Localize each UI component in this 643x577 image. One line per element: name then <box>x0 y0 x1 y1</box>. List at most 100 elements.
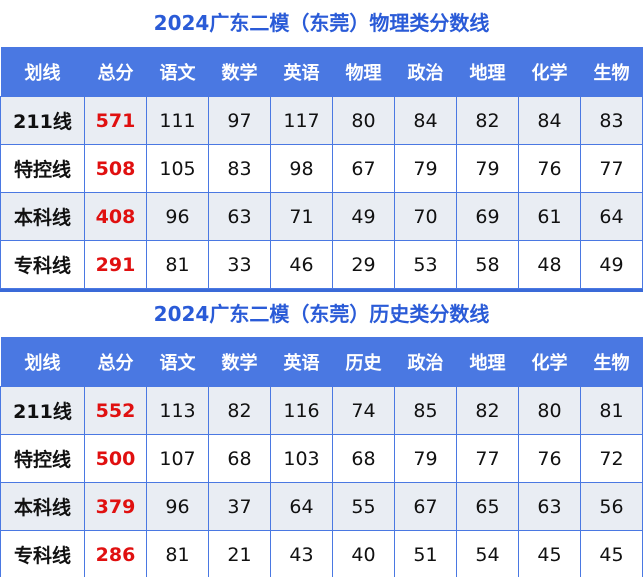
subject-score: 56 <box>580 482 643 531</box>
subject-score: 76 <box>518 434 581 483</box>
total-score: 571 <box>84 96 147 145</box>
subject-score: 49 <box>580 240 643 289</box>
subject-score: 40 <box>332 530 395 577</box>
subject-score: 98 <box>270 144 333 193</box>
total-score: 408 <box>84 192 147 241</box>
subject-score: 45 <box>580 530 643 577</box>
table-row: 专科线 291 81 33 46 29 53 58 48 49 <box>0 240 643 289</box>
column-header: 总分 <box>84 337 147 387</box>
column-header: 数学 <box>208 337 271 387</box>
subject-score: 48 <box>518 240 581 289</box>
subject-score: 77 <box>580 144 643 193</box>
column-header: 地理 <box>456 337 519 387</box>
subject-score: 67 <box>332 144 395 193</box>
subject-score: 46 <box>270 240 333 289</box>
subject-score: 97 <box>208 96 271 145</box>
subject-score: 43 <box>270 530 333 577</box>
subject-score: 79 <box>394 144 457 193</box>
subject-score: 51 <box>394 530 457 577</box>
subject-score: 77 <box>456 434 519 483</box>
subject-score: 63 <box>208 192 271 241</box>
column-header: 划线 <box>0 47 85 97</box>
subject-score: 64 <box>580 192 643 241</box>
subject-score: 49 <box>332 192 395 241</box>
table-row: 特控线 500 107 68 103 68 79 77 76 72 <box>0 434 643 483</box>
subject-score: 67 <box>394 482 457 531</box>
subject-score: 79 <box>456 144 519 193</box>
subject-score: 65 <box>456 482 519 531</box>
subject-score: 81 <box>146 530 209 577</box>
subject-score: 81 <box>146 240 209 289</box>
subject-score: 61 <box>518 192 581 241</box>
total-score: 291 <box>84 240 147 289</box>
column-header: 化学 <box>518 47 581 97</box>
subject-score: 37 <box>208 482 271 531</box>
table-row: 211线 552 113 82 116 74 85 82 80 81 <box>0 386 643 435</box>
subject-score: 116 <box>270 386 333 435</box>
column-header: 划线 <box>0 337 85 387</box>
score-table: 划线 总分 语文 数学 英语 物理 政治 地理 化学 生物 211线 571 111 97 117 80 84 8… <box>0 47 643 289</box>
subject-score: 113 <box>146 386 209 435</box>
table-title: 2024广东二模（东莞）历史类分数线 <box>153 302 490 326</box>
total-score: 508 <box>84 144 147 193</box>
subject-score: 71 <box>270 192 333 241</box>
subject-score: 33 <box>208 240 271 289</box>
subject-score: 53 <box>394 240 457 289</box>
table-row: 本科线 408 96 63 71 49 70 69 61 64 <box>0 192 643 241</box>
subject-score: 82 <box>456 96 519 145</box>
row-label: 专科线 <box>0 530 85 577</box>
row-label: 211线 <box>0 386 85 435</box>
column-header: 政治 <box>394 337 457 387</box>
column-header: 历史 <box>332 337 395 387</box>
subject-score: 96 <box>146 482 209 531</box>
subject-score: 111 <box>146 96 209 145</box>
column-header: 地理 <box>456 47 519 97</box>
subject-score: 58 <box>456 240 519 289</box>
subject-score: 103 <box>270 434 333 483</box>
column-header: 生物 <box>580 47 643 97</box>
subject-score: 85 <box>394 386 457 435</box>
column-header: 化学 <box>518 337 581 387</box>
total-score: 552 <box>84 386 147 435</box>
column-header: 语文 <box>146 47 209 97</box>
subject-score: 79 <box>394 434 457 483</box>
subject-score: 107 <box>146 434 209 483</box>
subject-score: 64 <box>270 482 333 531</box>
subject-score: 68 <box>208 434 271 483</box>
subject-score: 105 <box>146 144 209 193</box>
subject-score: 54 <box>456 530 519 577</box>
subject-score: 55 <box>332 482 395 531</box>
column-header: 英语 <box>270 337 333 387</box>
subject-score: 45 <box>518 530 581 577</box>
column-header: 总分 <box>84 47 147 97</box>
total-score: 286 <box>84 530 147 577</box>
subject-score: 82 <box>456 386 519 435</box>
column-header: 政治 <box>394 47 457 97</box>
subject-score: 80 <box>332 96 395 145</box>
table-row: 211线 571 111 97 117 80 84 82 84 83 <box>0 96 643 145</box>
row-label: 211线 <box>0 96 85 145</box>
subject-score: 70 <box>394 192 457 241</box>
total-score: 379 <box>84 482 147 531</box>
total-score: 500 <box>84 434 147 483</box>
row-label: 专科线 <box>0 240 85 289</box>
table-row: 本科线 379 96 37 64 55 67 65 63 56 <box>0 482 643 531</box>
table-title: 2024广东二模（东莞）物理类分数线 <box>153 11 490 35</box>
header-row: 划线 总分 语文 数学 英语 物理 政治 地理 化学 生物 <box>0 47 643 97</box>
row-label: 本科线 <box>0 482 85 531</box>
subject-score: 21 <box>208 530 271 577</box>
table-row: 专科线 286 81 21 43 40 51 54 45 45 <box>0 530 643 577</box>
column-header: 物理 <box>332 47 395 97</box>
physics-table-section: 2024广东二模（东莞）物理类分数线划线 总分 语文 数学 英语 物理 政治 地理 化学 生物 21… <box>0 11 643 292</box>
column-header: 语文 <box>146 337 209 387</box>
row-label: 特控线 <box>0 434 85 483</box>
subject-score: 83 <box>208 144 271 193</box>
score-table: 划线 总分 语文 数学 英语 历史 政治 地理 化学 生物 211线 552 113 82 116 74 85 8… <box>0 337 643 577</box>
subject-score: 81 <box>580 386 643 435</box>
column-header: 生物 <box>580 337 643 387</box>
row-label: 本科线 <box>0 192 85 241</box>
subject-score: 72 <box>580 434 643 483</box>
subject-score: 74 <box>332 386 395 435</box>
subject-score: 69 <box>456 192 519 241</box>
